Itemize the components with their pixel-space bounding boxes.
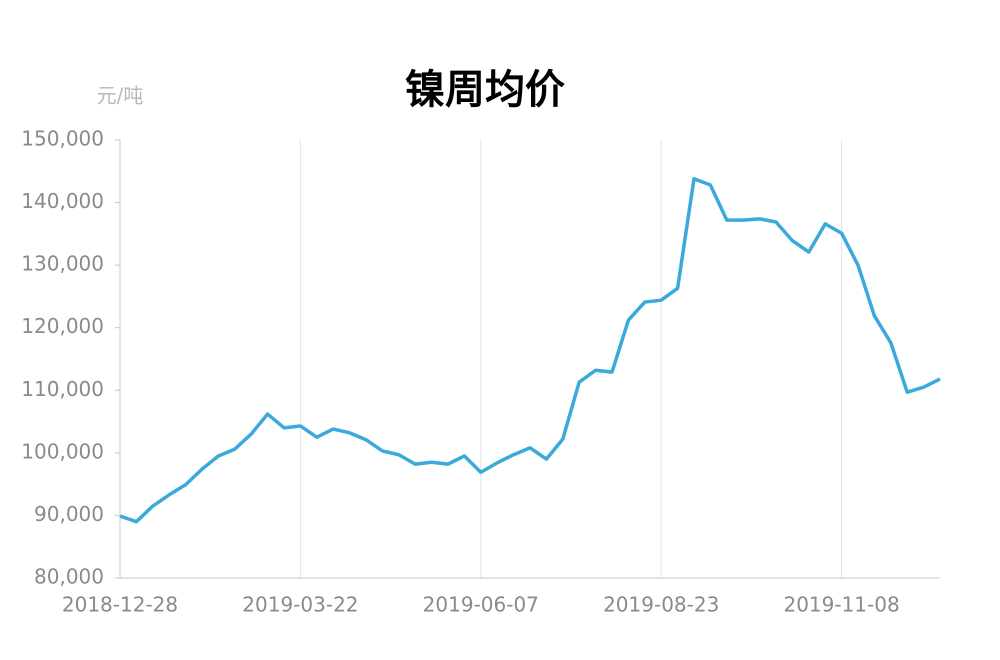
y-tick-label: 100,000 bbox=[21, 439, 104, 463]
y-tick-label: 80,000 bbox=[34, 565, 104, 589]
y-tick-label: 90,000 bbox=[34, 502, 104, 526]
x-tick-label: 2019-08-23 bbox=[603, 593, 719, 617]
y-tick-label: 110,000 bbox=[21, 377, 104, 401]
x-tick-label: 2019-03-22 bbox=[242, 593, 358, 617]
x-tick-label: 2018-12-28 bbox=[62, 593, 178, 617]
y-tick-label: 120,000 bbox=[21, 314, 104, 338]
y-axis-unit: 元/吨 bbox=[97, 84, 144, 108]
data-line bbox=[119, 177, 941, 524]
chart-title: 镍周均价 bbox=[405, 67, 565, 113]
x-tick-label: 2019-11-08 bbox=[783, 593, 899, 617]
y-tick-label: 140,000 bbox=[21, 189, 104, 213]
x-tick-label: 2019-06-07 bbox=[423, 593, 539, 617]
y-tick-label: 130,000 bbox=[21, 252, 104, 276]
y-tick-label: 150,000 bbox=[21, 127, 104, 151]
